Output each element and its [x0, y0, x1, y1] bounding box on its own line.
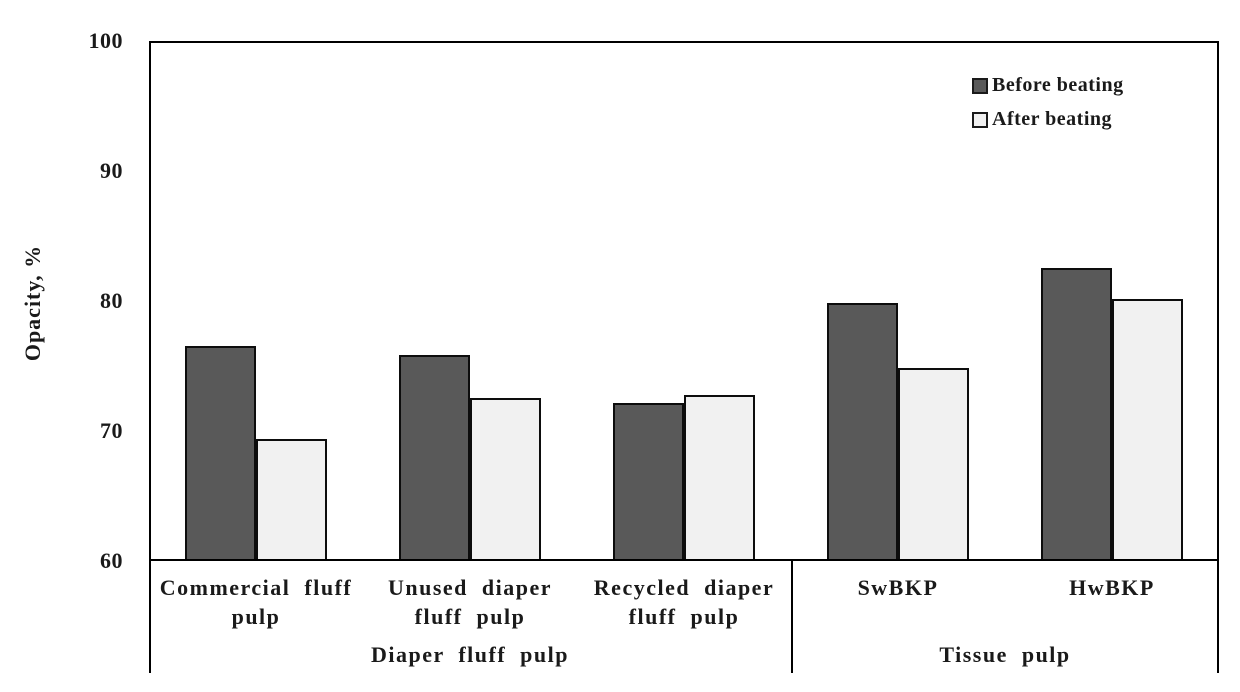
- x-group-label-2: Tissue pulp: [939, 642, 1071, 667]
- y-tick-label-80: 80: [100, 288, 123, 313]
- y-tick-label-90: 90: [100, 158, 123, 183]
- x-category-label-5: HwBKP: [1069, 575, 1155, 600]
- y-tick-label-100: 100: [88, 28, 123, 53]
- x-category-label-1: Commercial fluff pulp: [159, 575, 353, 629]
- separator-line-1: [149, 561, 151, 673]
- bar-after-1: [256, 439, 328, 559]
- bar-before-2: [398, 354, 470, 559]
- separator-line-2: [791, 561, 793, 673]
- legend-label: After beating: [992, 108, 1112, 130]
- separator-line-3: [1217, 561, 1219, 673]
- legend-item-after-beating: After beating: [972, 108, 1124, 131]
- x-group-label-1: Diaper fluff pulp: [370, 642, 569, 667]
- bar-before-3: [612, 403, 684, 559]
- bar-after-3: [684, 395, 756, 559]
- y-axis-title: Opacity, %: [20, 244, 45, 362]
- y-tick-label-60: 60: [100, 548, 123, 573]
- legend-swatch-icon: [972, 77, 988, 94]
- bar-after-5: [1112, 299, 1184, 559]
- legend: Before beating After beating: [972, 74, 1124, 142]
- plot-area: [149, 41, 1219, 561]
- legend-swatch-icon: [972, 111, 988, 128]
- bar-before-4: [826, 302, 898, 559]
- x-category-label-4: SwBKP: [857, 575, 939, 600]
- bar-after-2: [470, 397, 542, 559]
- legend-item-before-beating: Before beating: [972, 74, 1124, 97]
- x-category-label-3: Recycled diaper fluff pulp: [593, 575, 775, 629]
- y-tick-label-70: 70: [100, 418, 123, 443]
- bar-after-4: [898, 367, 970, 559]
- legend-label: Before beating: [992, 74, 1124, 96]
- bar-before-5: [1040, 267, 1112, 559]
- x-category-label-2: Unused diaper fluff pulp: [387, 575, 553, 629]
- bar-before-1: [184, 345, 256, 559]
